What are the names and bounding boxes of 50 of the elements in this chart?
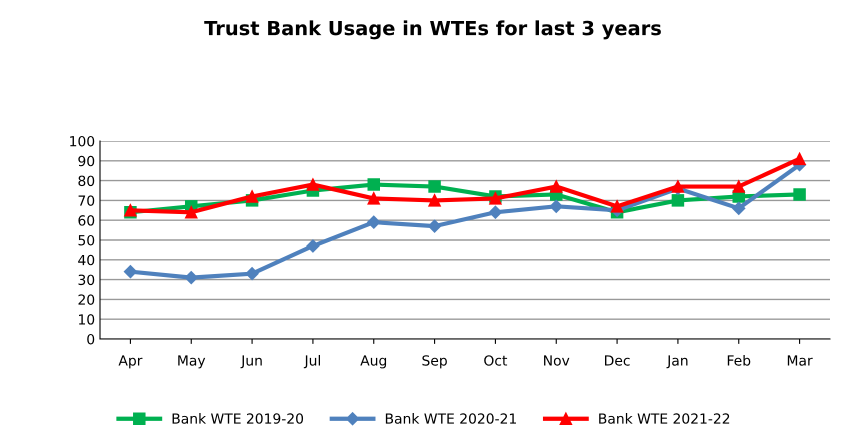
y-tick-label: 30 — [78, 274, 94, 286]
y-tick-label: 40 — [78, 254, 94, 266]
point — [488, 206, 502, 219]
y-tick-label: 10 — [78, 314, 94, 325]
x-tick-label: Aug — [360, 355, 386, 368]
y-tick-label: 60 — [78, 215, 94, 226]
point — [550, 200, 563, 213]
point — [732, 180, 745, 193]
x-tick-label: Apr — [118, 355, 142, 368]
point — [306, 239, 320, 253]
point — [428, 180, 441, 193]
point — [368, 178, 380, 191]
x-tick-label: Jun — [240, 355, 262, 368]
point — [610, 200, 624, 213]
point — [793, 188, 806, 201]
y-tick-label: 0 — [87, 334, 94, 344]
x-tick-label: Jan — [666, 355, 688, 368]
y-tick-label: 80 — [78, 176, 94, 186]
point — [185, 206, 198, 219]
point — [368, 192, 380, 205]
legend-label: Bank WTE 2021-22 — [599, 413, 730, 424]
x-tick-label: Sep — [422, 355, 447, 368]
point — [184, 271, 198, 284]
point — [246, 190, 258, 203]
point — [428, 220, 442, 233]
legend-label: Bank WTE 2019-20 — [172, 413, 304, 424]
point — [124, 265, 138, 278]
point — [550, 180, 562, 193]
point — [732, 202, 746, 215]
y-tick-label: 50 — [78, 234, 94, 246]
x-tick-label: Feb — [728, 354, 750, 366]
point — [428, 194, 441, 207]
y-tick-label: 20 — [78, 294, 94, 305]
x-tick-label: May — [178, 355, 206, 368]
x-tick-label: Mar — [788, 355, 813, 366]
y-tick-label: 90 — [78, 156, 94, 166]
point — [306, 178, 320, 191]
x-tick-label: Jul — [304, 354, 320, 368]
point — [672, 194, 684, 207]
point — [672, 180, 684, 193]
y-tick-label: 70 — [78, 195, 94, 206]
point — [245, 267, 259, 280]
x-tick-label: Nov — [544, 355, 570, 366]
y-tick-label: 100 — [70, 136, 94, 146]
x-tick-label: Dec — [605, 355, 630, 366]
point — [367, 216, 380, 229]
point — [793, 152, 806, 166]
chart-title: Trust Bank Usage in WTEs for last 3 years — [204, 20, 661, 40]
legend-label: Bank WTE 2020-21 — [386, 413, 516, 424]
x-tick-label: Oct — [484, 355, 508, 366]
